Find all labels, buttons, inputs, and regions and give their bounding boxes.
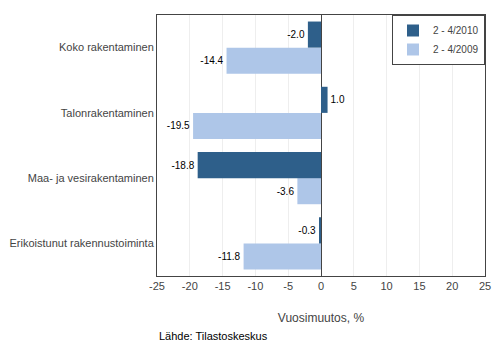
- svg-text:-20: -20: [182, 280, 198, 292]
- svg-text:Maa- ja vesirakentaminen: Maa- ja vesirakentaminen: [28, 172, 154, 184]
- svg-text:Koko rakentaminen: Koko rakentaminen: [59, 41, 154, 53]
- svg-text:-3.6: -3.6: [277, 186, 295, 197]
- svg-text:2 - 4/2009: 2 - 4/2009: [433, 44, 478, 55]
- svg-text:5: 5: [351, 280, 357, 292]
- svg-text:1.0: 1.0: [331, 94, 345, 105]
- svg-text:-15: -15: [215, 280, 231, 292]
- svg-text:-14.4: -14.4: [200, 55, 223, 66]
- svg-text:-2.0: -2.0: [287, 29, 305, 40]
- svg-text:-11.8: -11.8: [218, 251, 240, 262]
- svg-text:15: 15: [413, 280, 425, 292]
- svg-text:-0.3: -0.3: [298, 225, 316, 236]
- svg-text:Vuosimuutos, %: Vuosimuutos, %: [278, 311, 365, 325]
- svg-text:-18.8: -18.8: [171, 160, 194, 171]
- svg-text:0: 0: [318, 280, 324, 292]
- svg-text:Lähde: Tilastoskeskus: Lähde: Tilastoskeskus: [159, 330, 268, 342]
- svg-text:-10: -10: [247, 280, 263, 292]
- svg-text:Erikoistunut rakennustoiminta: Erikoistunut rakennustoiminta: [10, 237, 155, 249]
- svg-text:-25: -25: [149, 280, 165, 292]
- svg-text:10: 10: [380, 280, 392, 292]
- svg-text:20: 20: [446, 280, 458, 292]
- svg-text:Talonrakentaminen: Talonrakentaminen: [61, 107, 154, 119]
- svg-text:25: 25: [479, 280, 491, 292]
- svg-text:-5: -5: [283, 280, 293, 292]
- svg-text:-19.5: -19.5: [167, 120, 190, 131]
- svg-text:2 - 4/2010: 2 - 4/2010: [433, 25, 478, 36]
